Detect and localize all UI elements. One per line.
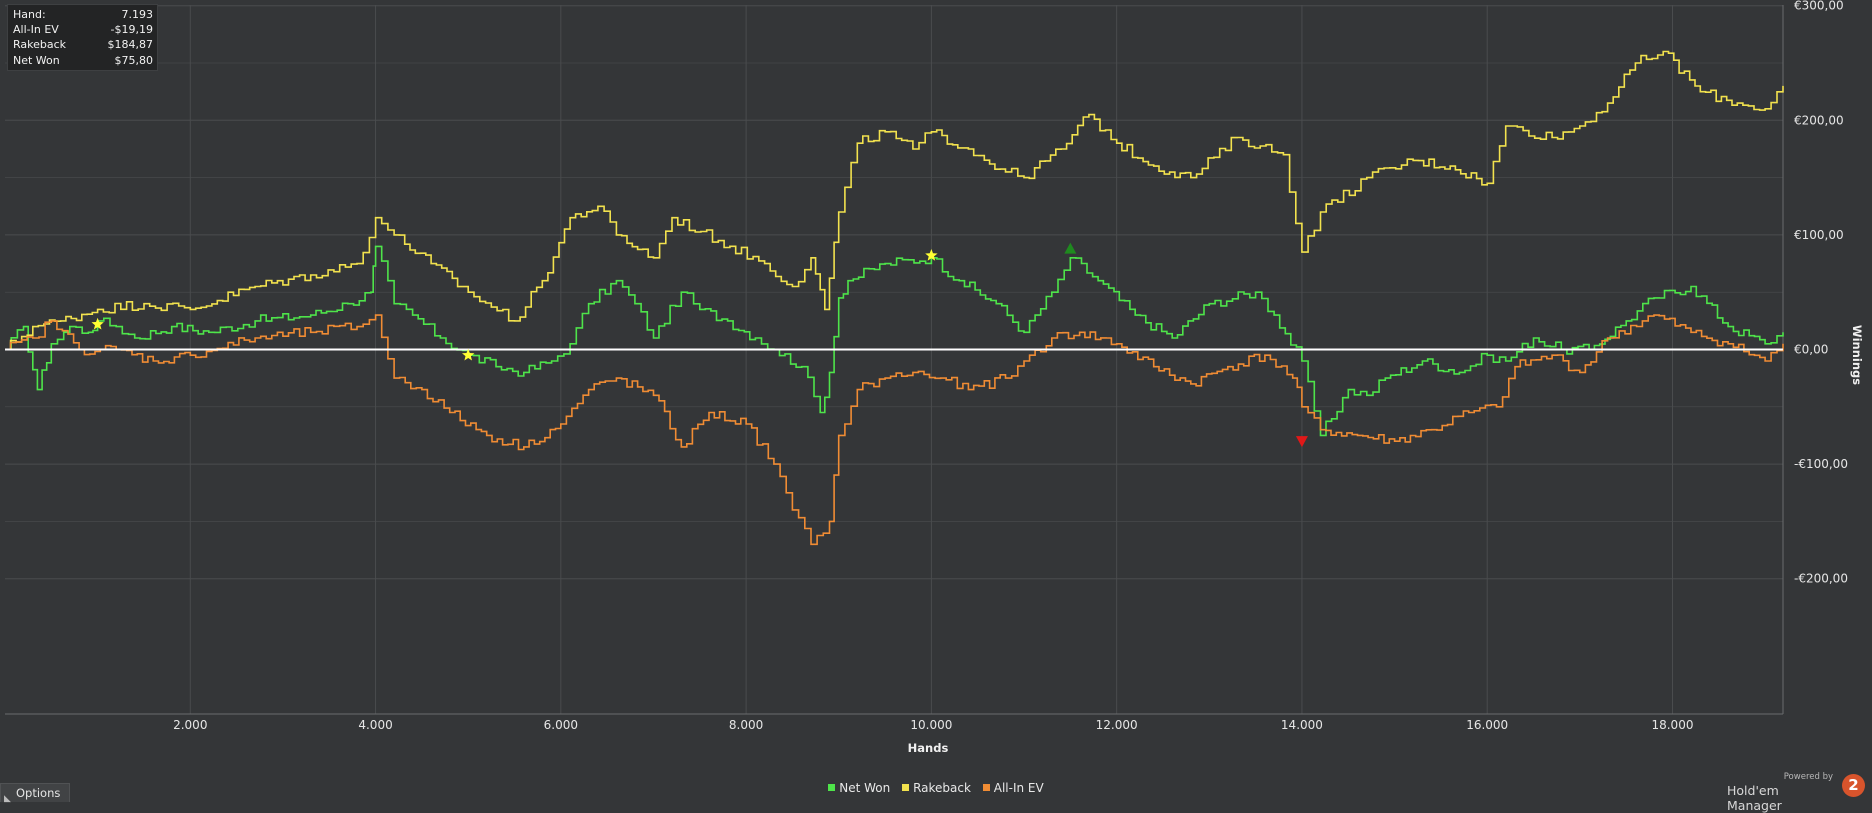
x-axis-ticks: 2.000 4.000 6.000 8.000 10.000 12.000 14.000 16… <box>173 718 1693 732</box>
stat-label: All-In EV <box>13 23 59 37</box>
brand-name: Hold'em Manager <box>1727 783 1782 813</box>
stat-value: $184,87 <box>107 38 154 52</box>
x-tick-label: 18.000 <box>1651 718 1693 732</box>
series-markers <box>91 242 1308 448</box>
y-tick-label: -€200,00 <box>1794 572 1848 586</box>
legend-swatch <box>828 784 836 791</box>
legend-label: Net Won <box>839 781 891 795</box>
allin-ev-line <box>5 314 1784 546</box>
powered-by-text: Powered by <box>1783 772 1833 782</box>
chart-legend: Net Won Rakeback All-In EV <box>0 781 1872 795</box>
low-marker-icon <box>1295 436 1308 448</box>
star-marker-icon <box>925 249 938 261</box>
stat-row-rakeback: Rakeback $184,87 <box>13 37 153 52</box>
legend-item-rakeback[interactable]: Rakeback <box>902 781 971 795</box>
stat-value: $75,80 <box>114 53 154 67</box>
series-lines <box>5 50 1784 546</box>
y-tick-label: €0,00 <box>1794 343 1828 357</box>
stat-row-net-won: Net Won $75,80 <box>13 53 153 68</box>
x-tick-label: 6.000 <box>544 718 578 732</box>
legend-item-allin-ev[interactable]: All-In EV <box>982 781 1044 795</box>
x-tick-label: 2.000 <box>173 718 207 732</box>
stat-row-allin-ev: All-In EV -$19,19 <box>13 22 153 37</box>
legend-label: Rakeback <box>913 781 971 795</box>
y-axis-title: Winnings <box>1850 325 1864 385</box>
y-tick-label: €300,00 <box>1794 0 1844 13</box>
x-tick-label: 12.000 <box>1096 718 1138 732</box>
legend-swatch <box>902 784 910 791</box>
x-tick-label: 10.000 <box>910 718 952 732</box>
y-tick-label: €100,00 <box>1794 228 1844 242</box>
stat-value: -$19,19 <box>110 23 153 37</box>
options-label: Options <box>16 786 61 800</box>
stat-row-hand: Hand: 7.193 <box>13 7 153 22</box>
stat-label: Rakeback <box>13 38 67 52</box>
legend-label: All-In EV <box>993 781 1044 795</box>
stats-tooltip: Hand: 7.193 All-In EV -$19,19 Rakeback $184… <box>7 4 158 71</box>
star-marker-icon <box>462 348 475 361</box>
stat-label: Hand: <box>13 8 46 21</box>
rakeback-line <box>5 50 1784 351</box>
stat-value: 7.193 <box>121 8 154 21</box>
stat-label: Net Won <box>13 53 60 67</box>
y-tick-label: €200,00 <box>1794 113 1844 127</box>
plot-area <box>5 5 1783 714</box>
x-tick-label: 8.000 <box>729 718 763 732</box>
high-marker-icon <box>1064 242 1077 254</box>
x-tick-label: 14.000 <box>1281 718 1323 732</box>
x-axis-title: Hands <box>908 741 949 755</box>
legend-item-net-won[interactable]: Net Won <box>828 781 890 795</box>
y-tick-label: -€100,00 <box>1794 457 1848 471</box>
resize-corner-icon: ◣ <box>4 794 11 804</box>
x-tick-label: 4.000 <box>358 718 392 732</box>
branding: Powered by Hold'em Manager 2 <box>1727 771 1867 813</box>
options-button[interactable]: ◣ Options <box>0 783 71 804</box>
net-won-line <box>5 245 1784 437</box>
legend-swatch <box>982 784 990 791</box>
hem-logo-icon: 2 <box>1842 774 1865 797</box>
grid-lines <box>5 5 1784 715</box>
star-marker-icon <box>91 317 104 330</box>
y-axis-ticks: €300,00 €200,00 €100,00 €0,00 -€100,00 -€200,… <box>1794 0 1848 586</box>
x-tick-label: 16.000 <box>1466 718 1508 732</box>
